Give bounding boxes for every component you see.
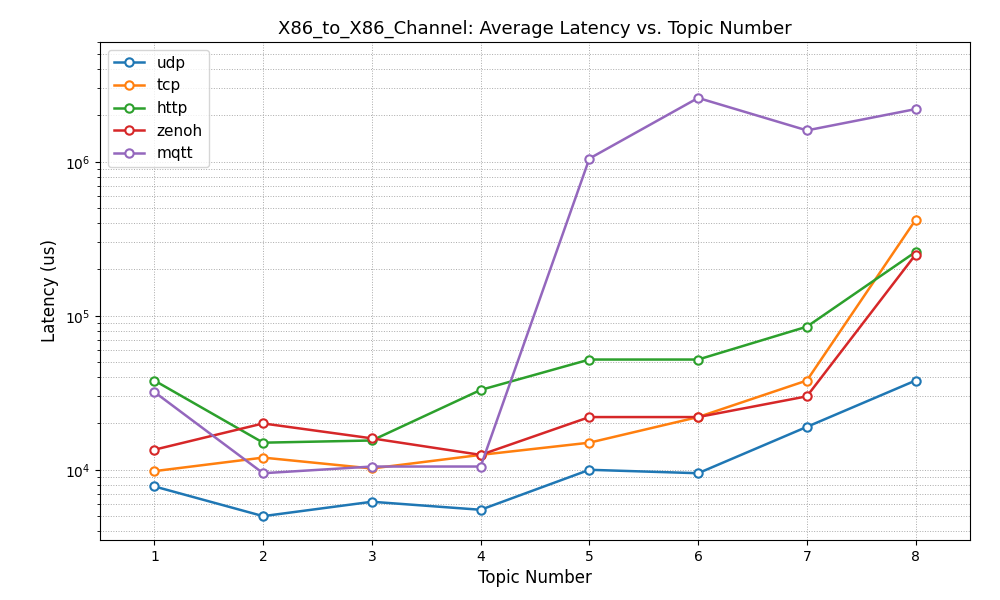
mqtt bbox=[692, 94, 704, 101]
tcp bbox=[148, 467, 160, 475]
udp bbox=[692, 470, 704, 477]
mqtt bbox=[583, 155, 595, 162]
mqtt bbox=[257, 470, 269, 477]
mqtt bbox=[148, 388, 160, 395]
udp bbox=[366, 498, 378, 505]
Legend: udp, tcp, http, zenoh, mqtt: udp, tcp, http, zenoh, mqtt bbox=[108, 50, 209, 167]
udp bbox=[148, 483, 160, 490]
Title: X86_to_X86_Channel: Average Latency vs. Topic Number: X86_to_X86_Channel: Average Latency vs. … bbox=[278, 20, 792, 38]
udp bbox=[475, 506, 487, 514]
zenoh bbox=[366, 435, 378, 442]
Line: zenoh: zenoh bbox=[150, 250, 920, 459]
udp bbox=[801, 423, 813, 430]
tcp bbox=[583, 439, 595, 446]
tcp bbox=[257, 454, 269, 461]
tcp bbox=[692, 413, 704, 421]
udp bbox=[583, 466, 595, 473]
zenoh bbox=[257, 420, 269, 427]
mqtt bbox=[366, 463, 378, 470]
http bbox=[583, 356, 595, 363]
mqtt bbox=[910, 106, 922, 113]
Line: http: http bbox=[150, 248, 920, 447]
http bbox=[257, 439, 269, 446]
tcp bbox=[366, 465, 378, 472]
http bbox=[366, 437, 378, 444]
http bbox=[692, 356, 704, 363]
tcp bbox=[801, 377, 813, 384]
udp bbox=[257, 512, 269, 520]
zenoh bbox=[801, 393, 813, 400]
Y-axis label: Latency (us): Latency (us) bbox=[41, 239, 59, 343]
udp bbox=[910, 377, 922, 384]
http bbox=[148, 377, 160, 384]
zenoh bbox=[475, 451, 487, 458]
http bbox=[910, 248, 922, 256]
mqtt bbox=[801, 127, 813, 134]
tcp bbox=[910, 216, 922, 223]
http bbox=[475, 386, 487, 394]
mqtt bbox=[475, 463, 487, 470]
zenoh bbox=[148, 446, 160, 454]
X-axis label: Topic Number: Topic Number bbox=[478, 569, 592, 587]
zenoh bbox=[692, 413, 704, 421]
Line: tcp: tcp bbox=[150, 215, 920, 475]
Line: udp: udp bbox=[150, 376, 920, 520]
zenoh bbox=[910, 251, 922, 258]
Line: mqtt: mqtt bbox=[150, 94, 920, 478]
tcp bbox=[475, 451, 487, 458]
http bbox=[801, 323, 813, 330]
zenoh bbox=[583, 413, 595, 421]
